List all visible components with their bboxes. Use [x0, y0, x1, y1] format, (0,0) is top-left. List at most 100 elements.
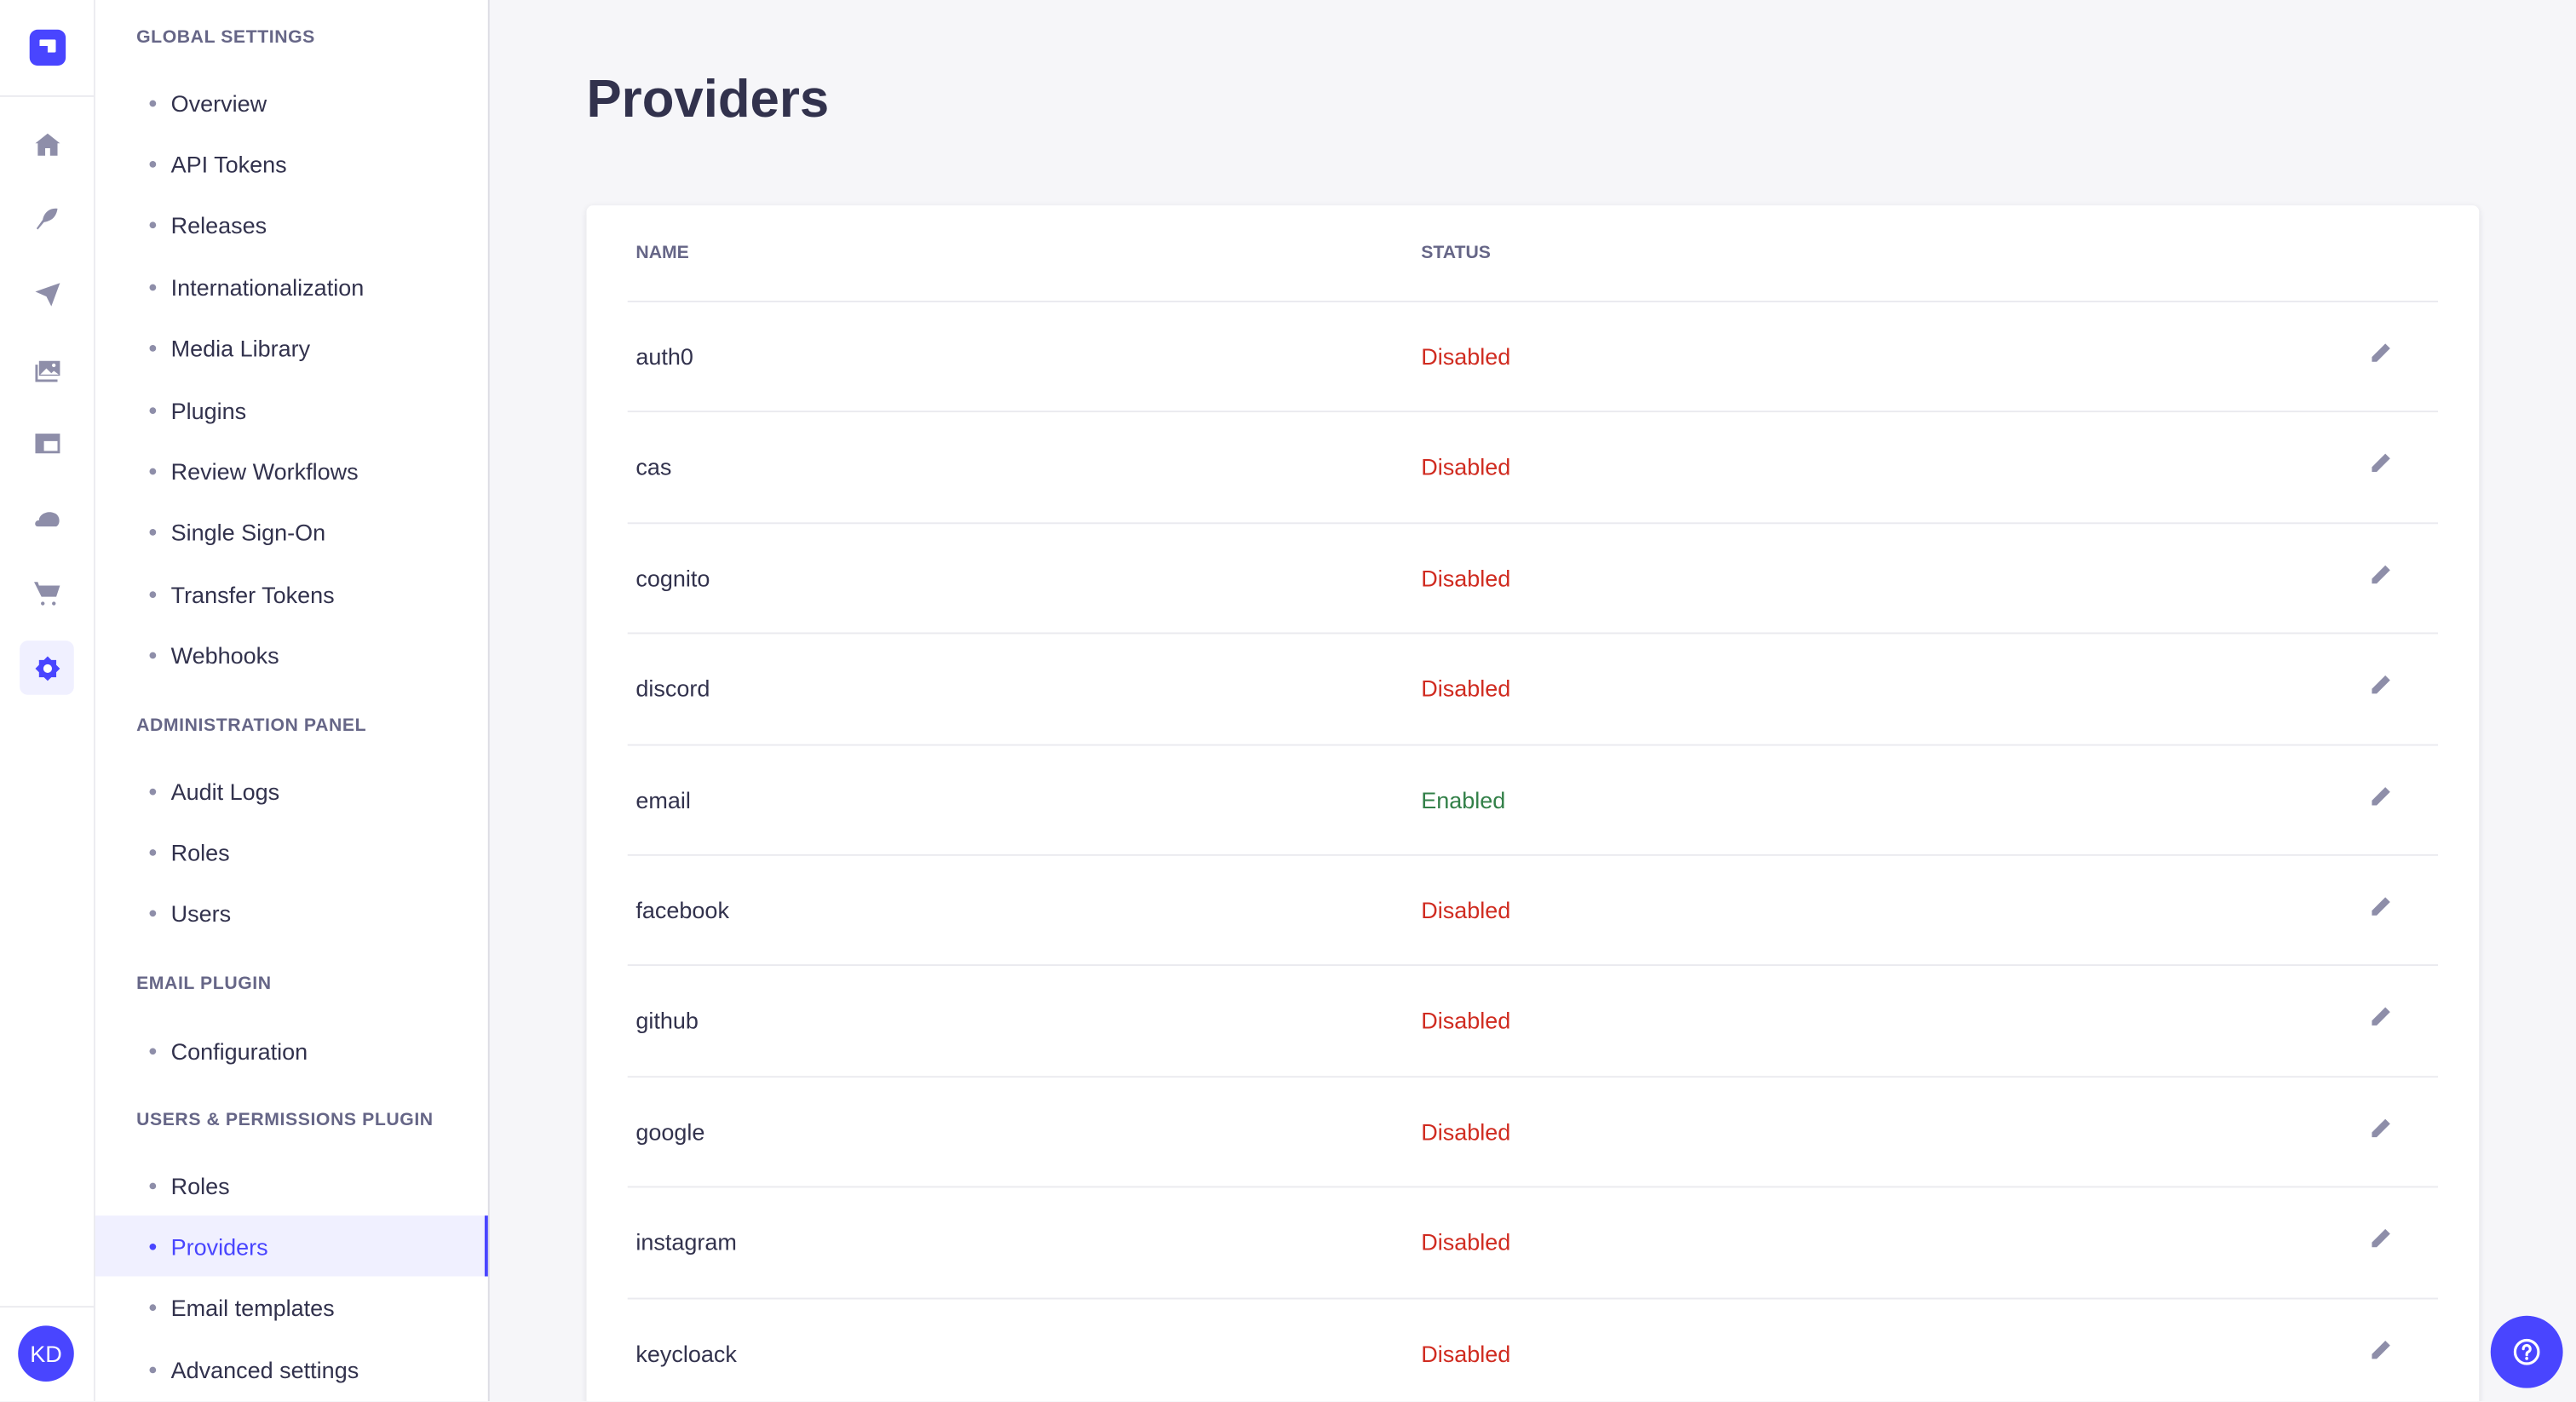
edit-button[interactable] [2369, 895, 2395, 922]
pencil-icon [2372, 897, 2390, 916]
nav-content-manager-feather-link[interactable] [20, 191, 74, 245]
subnav-item-roles[interactable]: Roles [95, 822, 488, 882]
status-badge: Disabled [1421, 897, 1511, 923]
edit-button[interactable] [2369, 452, 2395, 479]
pencil-icon [2372, 675, 2390, 694]
strapi-logo[interactable] [29, 29, 66, 66]
nav-marketplace-cart-link[interactable] [20, 565, 74, 619]
subnav-item-users[interactable]: Users [95, 883, 488, 944]
subnav-item-email-templates[interactable]: Email templates [95, 1278, 488, 1338]
table-row[interactable]: discord Disabled [627, 632, 2439, 744]
subnav-item-transfer-tokens[interactable]: Transfer Tokens [95, 564, 488, 624]
subnav-item-media-library[interactable]: Media Library [95, 318, 488, 378]
table-row[interactable]: cas Disabled [627, 411, 2439, 523]
help-button[interactable] [2490, 1315, 2563, 1388]
pencil-icon [2372, 1118, 2390, 1137]
edit-button[interactable] [2369, 674, 2395, 700]
subnav-item-advanced-settings[interactable]: Advanced settings [95, 1339, 488, 1399]
edit-button[interactable] [2369, 1227, 2395, 1254]
subnav-item-internationalization[interactable]: Internationalization [95, 256, 488, 317]
subnav-item-webhooks[interactable]: Webhooks [95, 625, 488, 686]
bullet [149, 911, 157, 917]
nav-content-type-builder-layout-link[interactable] [20, 416, 74, 470]
subnav-item-label: Review Workflows [170, 457, 359, 485]
settings-subnav: Global Settings Overview API Tokens Release… [95, 0, 490, 1402]
subnav-item-label: Configuration [170, 1037, 308, 1064]
table-row[interactable]: instagram Disabled [627, 1186, 2439, 1298]
edit-button[interactable] [2369, 1338, 2395, 1365]
subnav-item-plugins[interactable]: Plugins [95, 380, 488, 440]
status-badge: Disabled [1421, 1339, 1511, 1366]
subnav-item-api-tokens[interactable]: API Tokens [95, 134, 488, 194]
subnav-item-label: Internationalization [170, 273, 365, 301]
bullet [149, 1047, 157, 1054]
subnav-item-configuration[interactable]: Configuration [95, 1020, 488, 1081]
nav-settings-gear-link[interactable] [20, 641, 74, 695]
bullet [149, 848, 157, 856]
subnav-item-providers[interactable]: Providers [95, 1215, 488, 1278]
table-row[interactable]: facebook Disabled [627, 853, 2439, 966]
provider-name: cognito [635, 565, 710, 591]
status-badge: Disabled [1421, 675, 1511, 702]
bullet [149, 221, 157, 229]
subnav-item-label: Audit Logs [170, 778, 280, 805]
divider [0, 1306, 94, 1308]
subnav-item-overview[interactable]: Overview [95, 72, 488, 133]
question-circle-icon [2513, 1338, 2540, 1365]
divider [0, 95, 94, 97]
status-badge: Disabled [1421, 454, 1511, 480]
pencil-icon [2372, 1229, 2390, 1248]
edit-button[interactable] [2369, 1006, 2395, 1032]
provider-name: discord [635, 675, 710, 702]
pencil-icon [2372, 1340, 2390, 1359]
bullet [149, 284, 157, 290]
bullet [149, 468, 157, 475]
column-header-status: STATUS [1421, 243, 1491, 263]
bullet [149, 529, 157, 537]
bullet [149, 345, 157, 352]
nav-deploy-paper-plane-link[interactable] [20, 266, 74, 320]
subnav-item-label: API Tokens [170, 151, 287, 178]
edit-button[interactable] [2369, 1117, 2395, 1143]
provider-name: auth0 [635, 343, 693, 370]
table-row[interactable]: google Disabled [627, 1075, 2439, 1187]
nav-home-link[interactable] [20, 117, 74, 171]
home-icon [34, 132, 60, 155]
table-row[interactable]: auth0 Disabled [627, 300, 2439, 412]
pencil-icon [2372, 343, 2390, 362]
subnav-item-releases[interactable]: Releases [95, 195, 488, 256]
status-badge: Enabled [1421, 786, 1506, 813]
edit-button[interactable] [2369, 563, 2395, 589]
providers-table: NAME STATUS auth0 Disabled cas Disabled cogn… [586, 205, 2480, 1402]
subnav-item-label: Plugins [170, 396, 247, 423]
section-title: Global Settings [136, 27, 315, 48]
status-badge: Disabled [1421, 343, 1511, 370]
edit-button[interactable] [2369, 342, 2395, 368]
subnav-item-review-workflows[interactable]: Review Workflows [95, 441, 488, 502]
table-row[interactable]: keycloack Disabled [627, 1296, 2439, 1401]
bullet [149, 99, 157, 106]
subnav-item-label: Media Library [170, 335, 311, 362]
subnav-item-label: Roles [170, 1172, 230, 1198]
pencil-icon [2372, 786, 2390, 805]
table-row[interactable]: github Disabled [627, 964, 2439, 1077]
bullet [149, 590, 157, 598]
bullet [149, 787, 157, 795]
provider-name: instagram [635, 1228, 737, 1255]
nav-cloud-link[interactable] [20, 491, 74, 546]
subnav-item-roles[interactable]: Roles [95, 1155, 488, 1215]
user-avatar[interactable]: KD [18, 1325, 74, 1382]
edit-button[interactable] [2369, 784, 2395, 811]
provider-name: cas [635, 454, 672, 480]
table-row[interactable]: email Enabled [627, 743, 2439, 855]
deploy-paper-plane-icon [34, 282, 60, 306]
subnav-item-single-sign-on[interactable]: Single Sign-On [95, 503, 488, 563]
table-row[interactable]: cognito Disabled [627, 521, 2439, 634]
nav-media-library-link[interactable] [20, 342, 74, 396]
subnav-item-label: Webhooks [170, 642, 279, 669]
subnav-item-audit-logs[interactable]: Audit Logs [95, 761, 488, 821]
page-title: Providers [586, 69, 830, 129]
bullet [149, 1365, 157, 1373]
subnav-item-label: Transfer Tokens [170, 581, 335, 607]
pencil-icon [2372, 565, 2390, 583]
